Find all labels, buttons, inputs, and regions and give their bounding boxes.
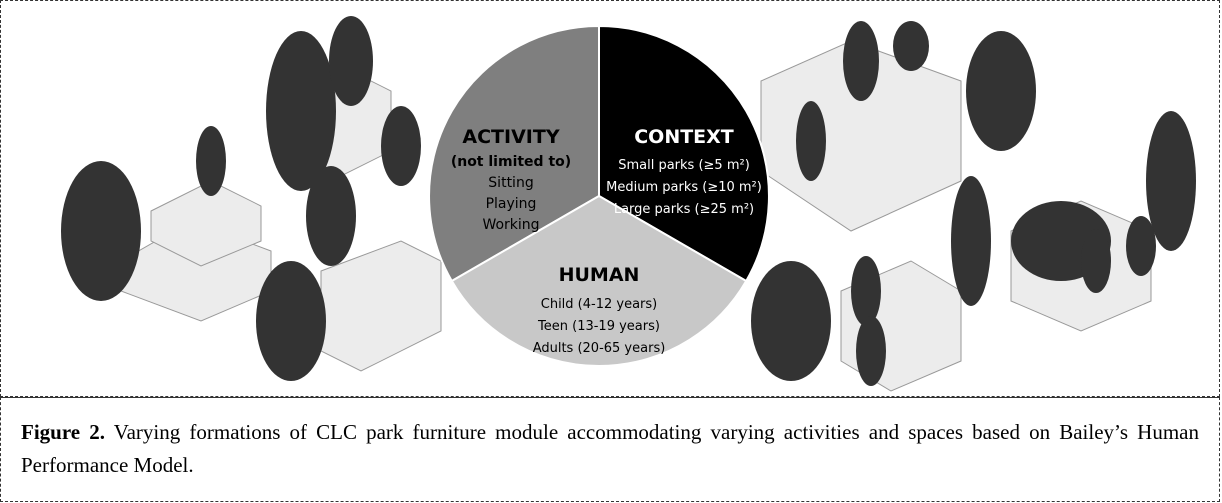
- caption-label: Figure 2.: [21, 420, 105, 444]
- sector-item: Small parks (≥5 m²): [618, 158, 750, 173]
- sector-item: Sitting: [488, 175, 533, 191]
- sector-title: ACTIVITY: [462, 126, 559, 148]
- figure: ACTIVITY (not limited to) Sitting Playin…: [0, 0, 1220, 397]
- sector-title: CONTEXT: [634, 126, 734, 148]
- sector-item: Medium parks (≥10 m²): [606, 180, 762, 195]
- page: ACTIVITY (not limited to) Sitting Playin…: [0, 0, 1222, 503]
- caption-text: Varying formations of CLC park furniture…: [21, 420, 1199, 477]
- sector-item: Playing: [486, 196, 537, 212]
- sector-item: Child (4-12 years): [541, 297, 657, 312]
- circle-diagram: [429, 26, 769, 366]
- diagram: ACTIVITY (not limited to) Sitting Playin…: [1, 1, 1219, 396]
- sector-subtitle: (not limited to): [451, 154, 571, 170]
- sector-title: HUMAN: [559, 264, 640, 286]
- sector-item: Teen (13-19 years): [537, 319, 660, 334]
- sector-item: Large parks (≥25 m²): [614, 202, 754, 217]
- sector-item: Working: [482, 217, 539, 233]
- sector-item: Adults (20-65 years): [533, 341, 666, 356]
- caption: Figure 2. Varying formations of CLC park…: [0, 397, 1220, 502]
